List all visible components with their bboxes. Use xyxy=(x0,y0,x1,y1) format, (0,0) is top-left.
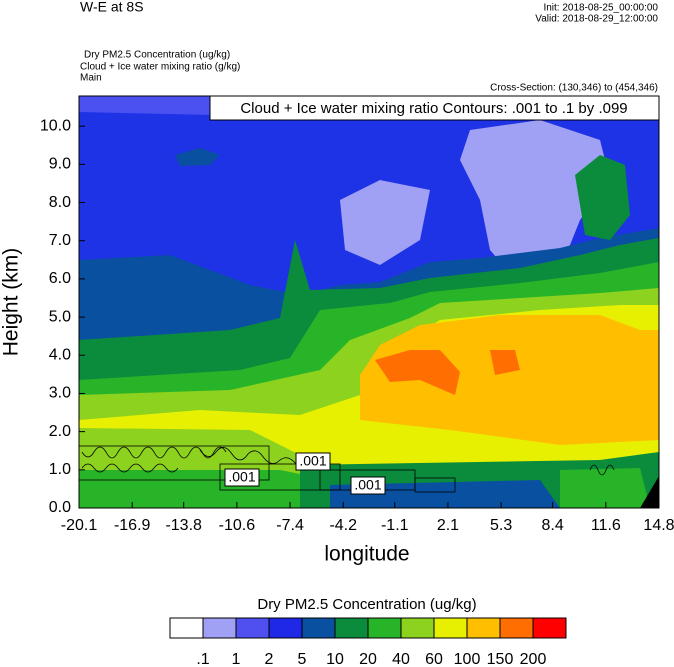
colorbar-label: 150 xyxy=(487,651,514,667)
x-tick-label: -1.1 xyxy=(381,517,409,534)
field-line: Main xyxy=(80,73,102,84)
y-tick-label: 5.0 xyxy=(49,308,71,325)
contour-info-box xyxy=(209,95,660,121)
field-line: Cloud + Ice water mixing ratio (g/kg) xyxy=(80,62,240,73)
x-tick-label: 2.1 xyxy=(437,517,459,534)
colorbar-box xyxy=(202,617,237,639)
colorbar-box xyxy=(433,617,468,639)
colorbar-label: 5 xyxy=(298,651,307,667)
x-tick-label: -7.4 xyxy=(276,517,304,534)
valid-time: Valid: 2018-08-29_12:00:00 xyxy=(535,14,658,25)
colorbar-box xyxy=(499,617,534,639)
y-tick-label: 8.0 xyxy=(49,194,71,211)
colorbar-label: .1 xyxy=(196,651,209,667)
y-tick-label: 6.0 xyxy=(49,270,71,287)
y-tick-label: 3.0 xyxy=(49,385,71,402)
colorbar-label: 100 xyxy=(454,651,481,667)
y-tick-label: 4.0 xyxy=(49,346,71,363)
init-time: Init: 2018-08-25_00:00:00 xyxy=(543,3,658,14)
field-line: Dry PM2.5 Concentration (ug/kg) xyxy=(84,50,230,61)
colorbar-box xyxy=(301,617,336,639)
x-tick-label: -13.8 xyxy=(165,517,202,534)
y-tick-label: 10.0 xyxy=(40,117,71,134)
contour-label: .001 xyxy=(299,453,326,469)
y-tick-label: 0.0 xyxy=(49,499,71,516)
colorbar-label: 1 xyxy=(232,651,241,667)
contour-field xyxy=(79,96,659,508)
x-axis-label: longitude xyxy=(324,543,409,566)
colorbar-box xyxy=(334,617,369,639)
colorbar-label: 40 xyxy=(392,651,410,667)
colorbar-box xyxy=(400,617,435,639)
y-axis-label: Height (km) xyxy=(0,248,23,357)
x-tick-label: -10.6 xyxy=(219,517,256,534)
colorbar-label: 2 xyxy=(265,651,274,667)
x-tick-label: 11.6 xyxy=(591,517,621,534)
colorbar-label: 10 xyxy=(326,651,344,667)
colorbar-label: 60 xyxy=(425,651,443,667)
x-tick-label: 5.3 xyxy=(490,517,512,534)
y-tick-label: 2.0 xyxy=(49,423,71,440)
contour-label-boxes xyxy=(224,452,386,495)
chart-title: W-E at 8S xyxy=(80,0,144,15)
colorbar-title: Dry PM2.5 Concentration (ug/kg) xyxy=(257,596,476,613)
x-tick-label: -4.2 xyxy=(329,517,357,534)
x-tick-label: 8.4 xyxy=(542,517,564,534)
contour-info: Cloud + Ice water mixing ratio Contours:… xyxy=(240,100,627,117)
x-tick-label: -20.1 xyxy=(61,517,98,534)
x-tick-label: 14.8 xyxy=(643,517,674,534)
x-tick-label: -16.9 xyxy=(114,517,151,534)
y-tick-label: 1.0 xyxy=(49,461,71,478)
colorbar-box xyxy=(532,617,567,639)
colorbar-box xyxy=(466,617,501,639)
y-tick-label: 9.0 xyxy=(49,156,71,173)
colorbar-label: 200 xyxy=(520,651,547,667)
contour-label: .001 xyxy=(354,477,381,493)
colorbar-label: 20 xyxy=(359,651,377,667)
contour-label: .001 xyxy=(228,469,255,485)
colorbar-box xyxy=(169,617,204,639)
cross-section: Cross-Section: (130,346) to (454,346) xyxy=(490,83,658,94)
y-tick-label: 7.0 xyxy=(49,232,71,249)
colorbar-box xyxy=(235,617,270,639)
colorbar-box xyxy=(268,617,303,639)
colorbar-box xyxy=(367,617,402,639)
